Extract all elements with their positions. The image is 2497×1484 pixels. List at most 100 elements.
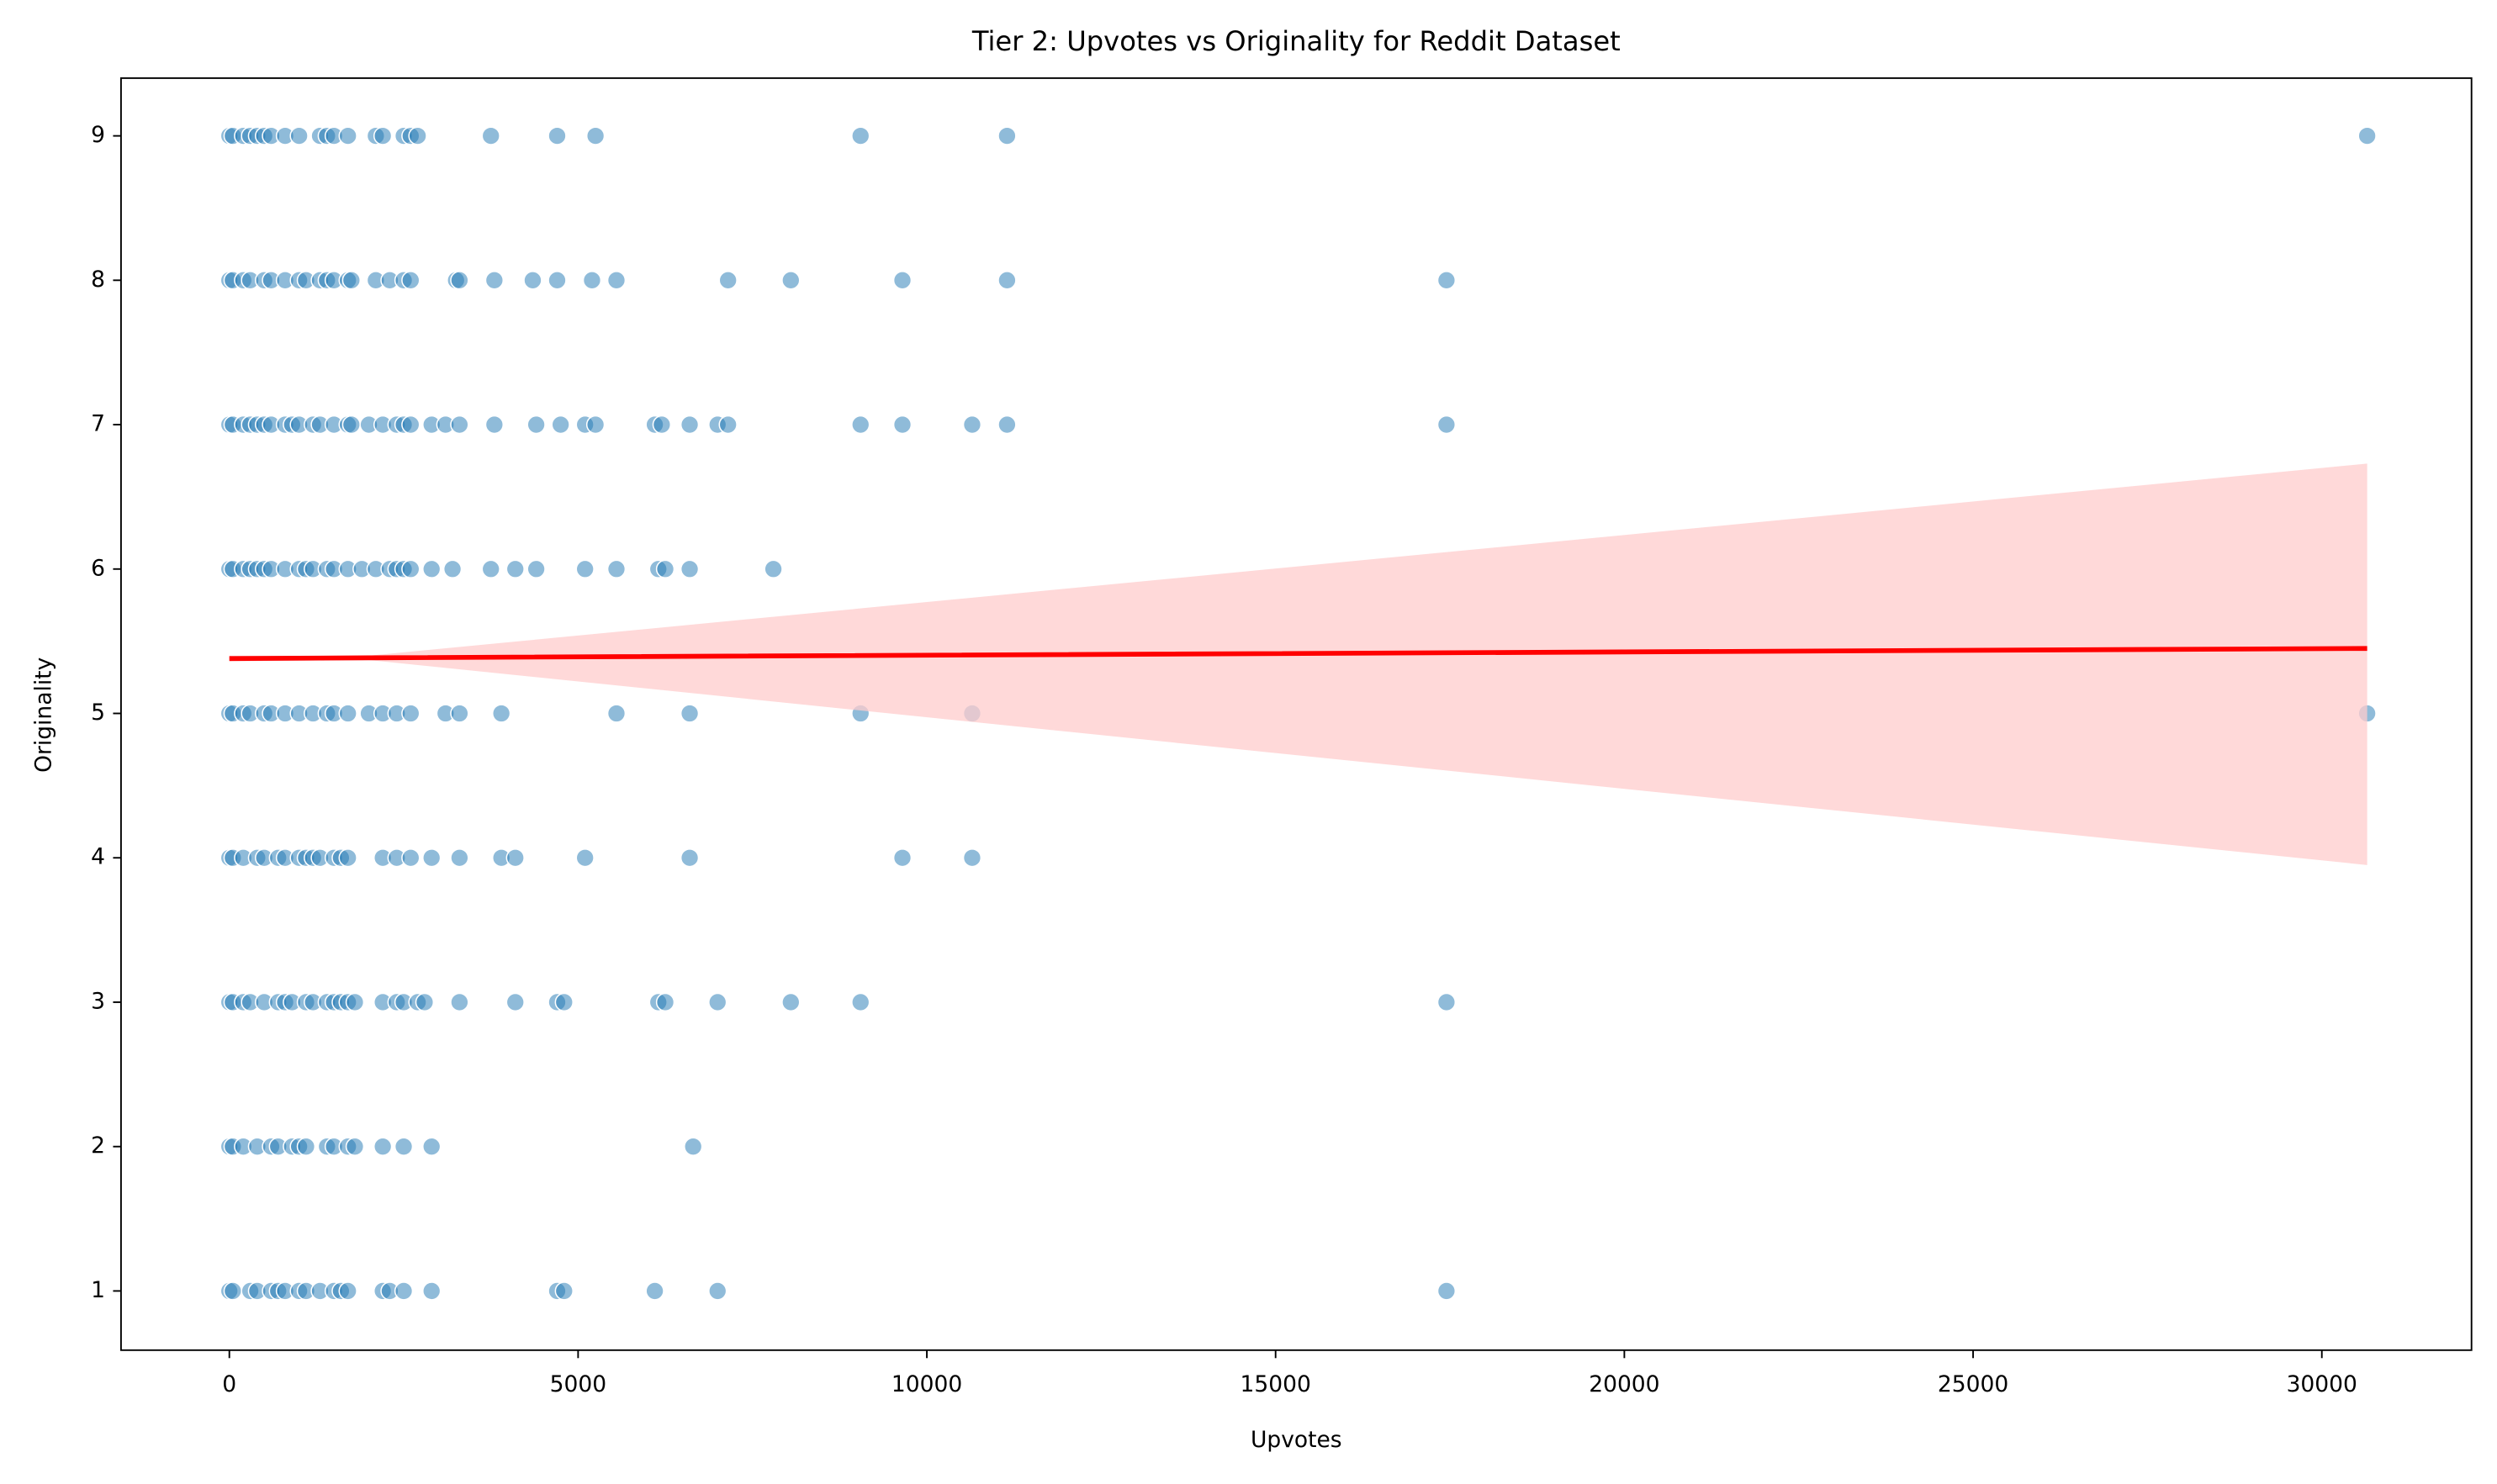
- point: [781, 992, 801, 1012]
- point: [481, 126, 500, 145]
- point: [484, 415, 505, 435]
- y-tick-label: 6: [91, 555, 105, 581]
- point: [575, 848, 595, 868]
- chart-title: Tier 2: Upvotes vs Originality for Reddi…: [971, 25, 1621, 57]
- point: [422, 848, 442, 868]
- point: [708, 1281, 727, 1301]
- x-tick-label: 30000: [2287, 1371, 2357, 1397]
- point: [764, 559, 783, 578]
- y-axis-label: Originality: [31, 658, 57, 773]
- point: [505, 992, 525, 1012]
- point: [582, 271, 602, 290]
- point: [401, 848, 421, 868]
- point: [526, 559, 546, 578]
- point: [223, 1281, 243, 1301]
- point: [394, 1281, 414, 1301]
- point: [491, 704, 511, 723]
- point: [781, 271, 801, 290]
- point: [548, 271, 567, 290]
- point: [997, 415, 1017, 435]
- point: [718, 271, 738, 290]
- point: [606, 559, 627, 578]
- point: [289, 126, 309, 145]
- point: [585, 415, 606, 435]
- point: [401, 704, 421, 723]
- point: [652, 415, 672, 435]
- point: [851, 415, 870, 435]
- point: [1436, 992, 1457, 1012]
- point: [422, 1281, 442, 1301]
- point: [997, 271, 1017, 290]
- point: [851, 992, 870, 1012]
- point: [523, 271, 542, 290]
- point: [655, 559, 675, 578]
- point: [892, 415, 913, 435]
- point: [575, 559, 595, 578]
- point: [394, 1137, 414, 1156]
- point: [1436, 415, 1457, 435]
- x-tick-label: 5000: [550, 1371, 606, 1397]
- confidence-band: [229, 463, 2367, 865]
- y-tick-label: 3: [91, 988, 105, 1014]
- point: [450, 848, 469, 868]
- point: [401, 559, 421, 578]
- point: [645, 1281, 664, 1301]
- point: [892, 848, 913, 868]
- point: [655, 992, 675, 1012]
- point: [554, 1281, 574, 1301]
- point: [422, 559, 442, 578]
- point: [1436, 1281, 1457, 1301]
- point: [680, 704, 700, 723]
- plot-frame: [119, 77, 2473, 1351]
- x-tick-label: 15000: [1241, 1371, 1311, 1397]
- point: [341, 271, 362, 290]
- point: [684, 1137, 703, 1156]
- point: [554, 992, 574, 1012]
- point: [338, 704, 357, 723]
- y-tick-label: 4: [91, 844, 105, 870]
- point: [997, 126, 1017, 145]
- point: [345, 992, 365, 1012]
- point: [680, 848, 700, 868]
- y-tick-label: 5: [91, 700, 105, 726]
- point: [962, 848, 982, 868]
- x-tick-label: 20000: [1589, 1371, 1659, 1397]
- point: [526, 415, 546, 435]
- y-tick-label: 8: [91, 267, 105, 293]
- regression-line: [229, 646, 2367, 662]
- point: [450, 704, 469, 723]
- point: [892, 271, 913, 290]
- point: [548, 126, 567, 145]
- point: [606, 271, 627, 290]
- point: [505, 559, 525, 578]
- y-tick-label: 2: [91, 1133, 105, 1159]
- x-tick-label: 0: [222, 1371, 236, 1397]
- point: [2357, 126, 2377, 145]
- point: [450, 415, 469, 435]
- point: [408, 126, 427, 145]
- x-axis-label: Upvotes: [1251, 1427, 1342, 1453]
- point: [401, 415, 421, 435]
- point: [338, 1281, 357, 1301]
- point: [851, 126, 870, 145]
- x-tick-label: 25000: [1938, 1371, 2008, 1397]
- point: [338, 126, 357, 145]
- x-tick-label: 10000: [891, 1371, 962, 1397]
- point: [373, 126, 393, 145]
- point: [401, 271, 421, 290]
- point: [341, 415, 362, 435]
- point: [296, 1137, 316, 1156]
- point: [680, 559, 700, 578]
- point: [450, 271, 469, 290]
- y-tick-label: 9: [91, 122, 105, 148]
- point: [718, 415, 738, 435]
- point: [481, 559, 500, 578]
- point: [484, 271, 505, 290]
- point: [1436, 271, 1457, 290]
- point: [373, 1137, 393, 1156]
- point: [551, 415, 570, 435]
- point: [345, 1137, 365, 1156]
- point: [450, 992, 469, 1012]
- point: [962, 415, 982, 435]
